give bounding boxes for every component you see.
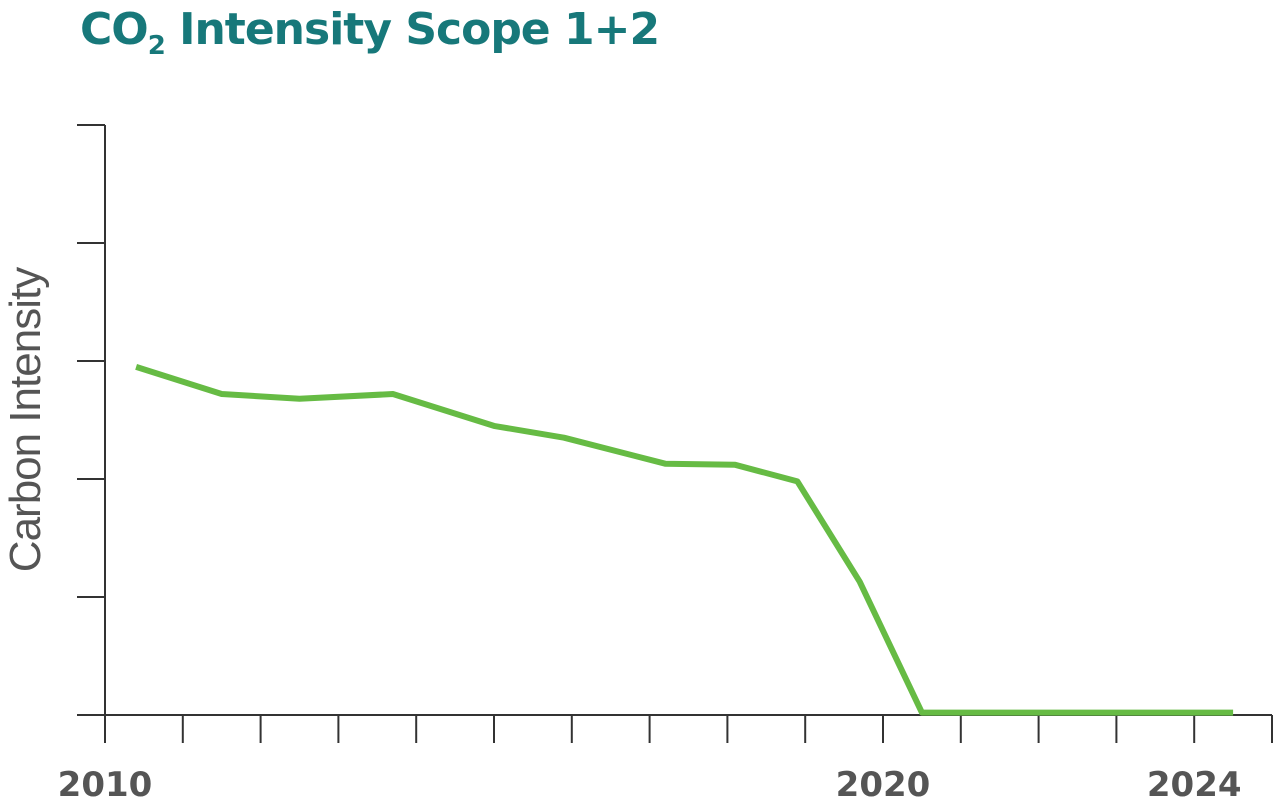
chart-title: CO2 Intensity Scope 1+2 bbox=[80, 4, 660, 59]
x-tick-label-2020: 2020 bbox=[836, 765, 931, 803]
x-tick-label-2024: 2024 bbox=[1147, 765, 1242, 803]
chart-title-subscript: 2 bbox=[147, 31, 166, 61]
chart-title-suffix: Intensity Scope 1+2 bbox=[164, 4, 660, 55]
series-line-0 bbox=[135, 364, 1234, 716]
chart-title-prefix: CO bbox=[80, 4, 149, 55]
x-tick-label-2010: 2010 bbox=[58, 765, 153, 803]
